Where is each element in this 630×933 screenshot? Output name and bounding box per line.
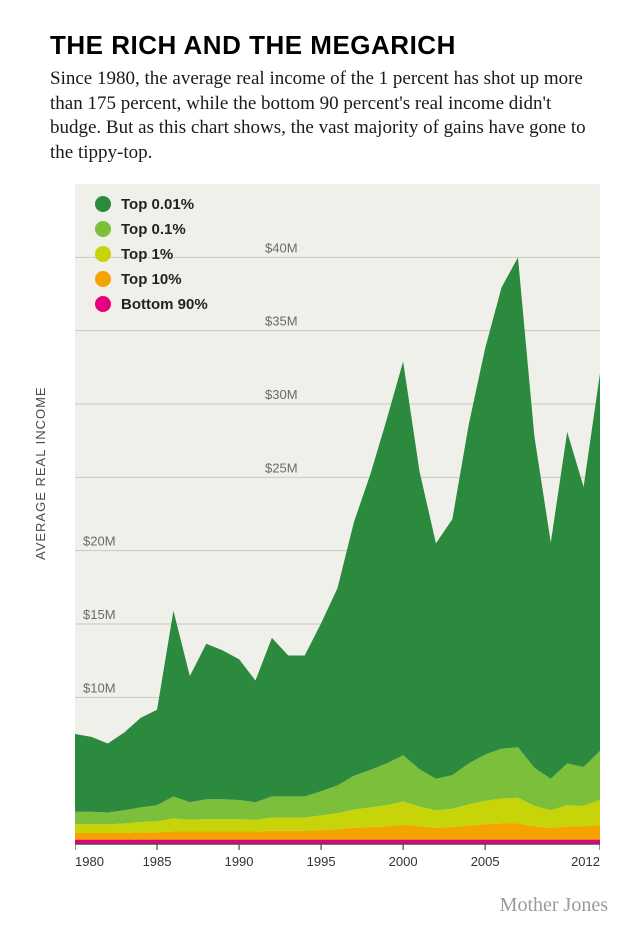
- legend-label: Top 1%: [121, 246, 173, 263]
- y-tick-label: $40M: [265, 240, 298, 255]
- source-credit: Mother Jones: [500, 894, 608, 917]
- legend-item-top001: Top 0.01%: [95, 196, 208, 213]
- legend-label: Top 0.1%: [121, 221, 186, 238]
- legend-item-top10: Top 10%: [95, 271, 208, 288]
- page-title: THE RICH AND THE MEGARICH: [50, 30, 610, 61]
- legend-swatch: [95, 271, 111, 287]
- x-tick-label: 2005: [471, 854, 500, 869]
- chart-container: $5M$10M$15M$20M$25M$30M$35M$40M198019851…: [75, 184, 610, 879]
- legend-swatch: [95, 196, 111, 212]
- y-axis-title: AVERAGE REAL INCOME: [33, 386, 48, 560]
- y-tick-label: $30M: [265, 387, 298, 402]
- legend-item-top01: Top 0.1%: [95, 221, 208, 238]
- legend-label: Top 0.01%: [121, 196, 194, 213]
- legend-swatch: [95, 221, 111, 237]
- y-tick-label: $10M: [83, 680, 116, 695]
- x-tick-label: 1990: [225, 854, 254, 869]
- x-tick-label: 1985: [143, 854, 172, 869]
- legend-label: Bottom 90%: [121, 296, 208, 313]
- y-tick-label: $25M: [265, 460, 298, 475]
- x-tick-label: 1980: [75, 854, 104, 869]
- page: THE RICH AND THE MEGARICH Since 1980, th…: [0, 0, 630, 933]
- legend: Top 0.01% Top 0.1% Top 1% Top 10% Bottom 90%: [95, 196, 208, 321]
- legend-label: Top 10%: [121, 271, 182, 288]
- page-subtitle: Since 1980, the average real income of t…: [50, 67, 600, 166]
- y-tick-label: $15M: [83, 607, 116, 622]
- y-tick-label: $20M: [83, 533, 116, 548]
- x-ticks: 1980 1985 1990 1995 2000 2005 2012: [75, 844, 600, 869]
- x-tick-label: 2000: [389, 854, 418, 869]
- legend-swatch: [95, 296, 111, 312]
- x-tick-label: 2012: [571, 854, 600, 869]
- legend-item-top1: Top 1%: [95, 246, 208, 263]
- legend-swatch: [95, 246, 111, 262]
- legend-item-bottom90: Bottom 90%: [95, 296, 208, 313]
- y-tick-label: $35M: [265, 313, 298, 328]
- x-tick-label: 1995: [307, 854, 336, 869]
